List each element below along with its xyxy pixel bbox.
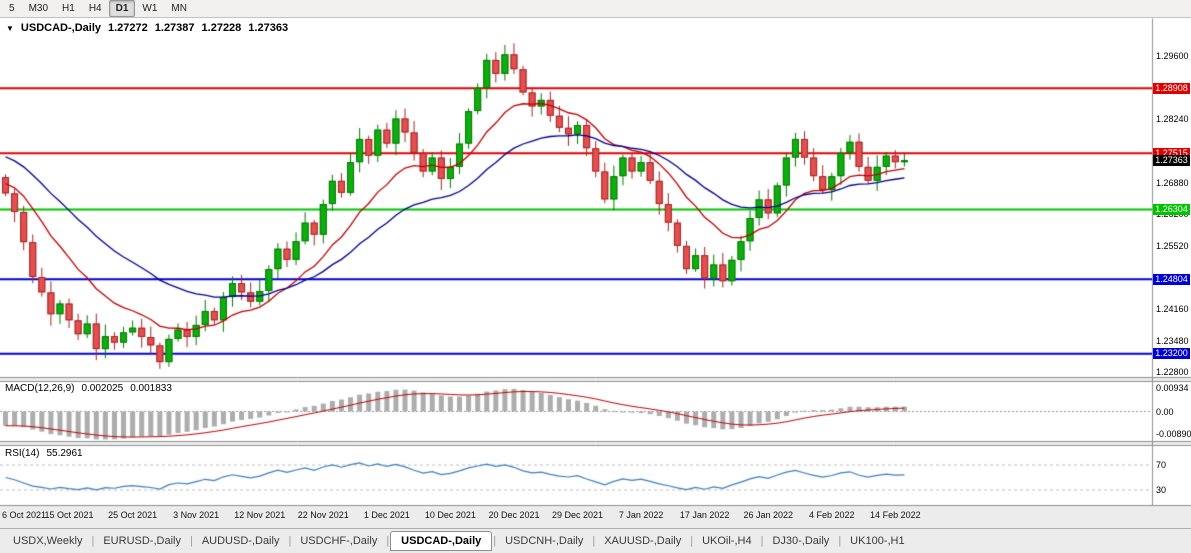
- timeframe-toolbar: 5 M30 H1 H4 D1 W1 MN: [0, 0, 1191, 18]
- tab-separator: |: [386, 535, 390, 547]
- tab-separator: |: [493, 535, 497, 547]
- chart-tab-usdcad-daily[interactable]: USDCAD-,Daily: [390, 531, 493, 551]
- timeframe-button-w1[interactable]: W1: [142, 3, 158, 14]
- chart-tab-xauusd-daily[interactable]: XAUUSD-,Daily: [604, 535, 682, 547]
- tab-separator: |: [288, 535, 292, 547]
- timeframe-button-m30[interactable]: M30: [28, 3, 49, 14]
- timeframe-button-d1[interactable]: D1: [108, 0, 136, 17]
- chart-tab-ukoil-h4[interactable]: UKOil-,H4: [702, 535, 752, 547]
- tab-separator: |: [592, 535, 596, 547]
- timeframe-button-h4[interactable]: H4: [88, 3, 102, 14]
- chart-tab-usdx-weekly[interactable]: USDX,Weekly: [13, 535, 83, 547]
- chart-tab-eurusd-daily[interactable]: EURUSD-,Daily: [103, 535, 181, 547]
- timeframe-button-5[interactable]: 5: [9, 3, 15, 14]
- tab-separator: |: [760, 535, 764, 547]
- chart-tab-audusd-daily[interactable]: AUDUSD-,Daily: [201, 535, 280, 547]
- chart-tab-uk100-h1[interactable]: UK100-,H1: [850, 535, 905, 547]
- chart-tab-dj30-daily[interactable]: DJ30-,Daily: [772, 535, 830, 547]
- chart-tab-usdchf-daily[interactable]: USDCHF-,Daily: [300, 535, 378, 547]
- tab-separator: |: [838, 535, 842, 547]
- chart-tab-bar: USDX,Weekly | EURUSD-,Daily | AUDUSD-,Daily |…: [0, 528, 1191, 553]
- chart-menu-icon[interactable]: ▼: [6, 23, 14, 33]
- timeframe-button-mn[interactable]: MN: [171, 3, 187, 14]
- tab-separator: |: [189, 535, 193, 547]
- chart-tab-usdcnh-daily[interactable]: USDCNH-,Daily: [505, 535, 584, 547]
- tab-separator: |: [91, 535, 95, 547]
- tab-separator: |: [690, 535, 694, 547]
- timeframe-button-h1[interactable]: H1: [62, 3, 75, 14]
